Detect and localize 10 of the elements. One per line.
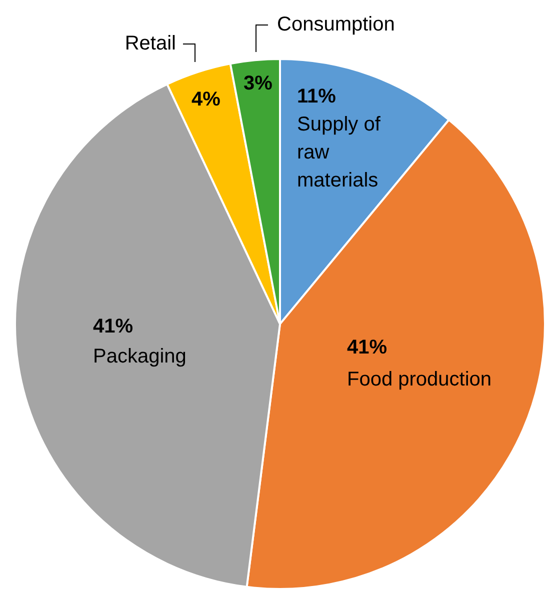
data-label: 4%: [192, 88, 221, 111]
data-label: 3%: [244, 72, 273, 95]
data-label: 11%: [297, 86, 336, 108]
slice-label: Retail: [124, 32, 176, 55]
slice-label: Food production: [347, 368, 492, 391]
data-label: 41%: [347, 336, 388, 359]
slice-label: Consumption: [277, 14, 395, 36]
slice-label: Supply of raw materials: [297, 114, 381, 192]
slice-label: Packaging: [93, 346, 186, 368]
data-label: 41%: [93, 316, 134, 338]
